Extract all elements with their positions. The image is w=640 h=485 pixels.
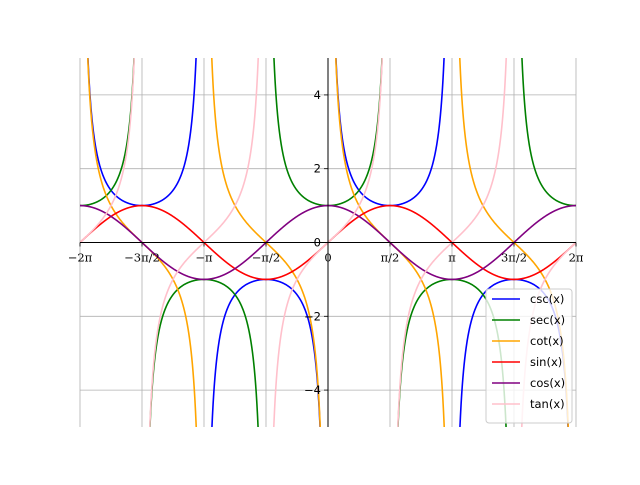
y-tick-label: −4: [304, 383, 321, 397]
legend-label-cos: cos(x): [530, 376, 565, 390]
legend-label-tan: tan(x): [530, 397, 565, 411]
x-tick-label: −π: [195, 251, 213, 265]
y-tick-label: 2: [314, 162, 321, 176]
axes: −2π −3π/2 −π −π/2 0 π/2 π 3π/2 2π −4 −2 0 2 4: [68, 58, 584, 427]
x-tick-label: −π/2: [252, 251, 280, 265]
x-tick-label: 2π: [569, 251, 584, 265]
x-tick-label: π: [448, 251, 456, 265]
y-tick-label: 0: [314, 236, 321, 250]
legend-label-sec: sec(x): [530, 313, 565, 327]
x-tick-label: −3π/2: [124, 251, 160, 265]
legend-label-sin: sin(x): [530, 355, 562, 369]
x-tick-label: π/2: [381, 251, 400, 265]
x-tick-label: 0: [324, 251, 331, 265]
legend: csc(x) sec(x) cot(x) sin(x) cos(x) tan(x): [485, 288, 573, 424]
y-tick-label: −2: [304, 309, 321, 323]
x-tick-label: 3π/2: [501, 251, 527, 265]
legend-box: [485, 288, 573, 424]
legend-label-csc: csc(x): [530, 292, 564, 306]
x-tick-label: −2π: [68, 251, 93, 265]
y-tick-label: 4: [314, 88, 321, 102]
legend-label-cot: cot(x): [530, 334, 564, 348]
